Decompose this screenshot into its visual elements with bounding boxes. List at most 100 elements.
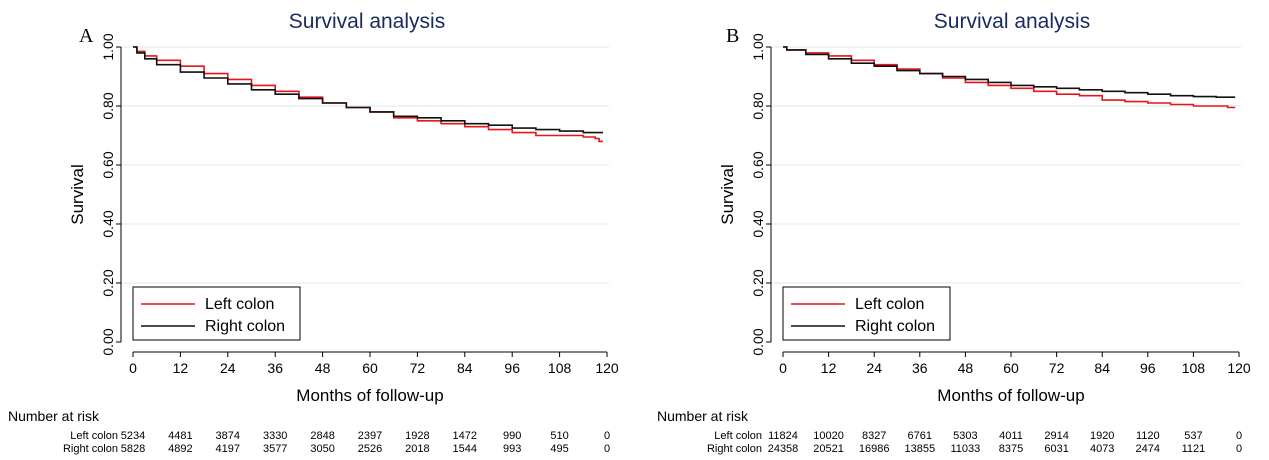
risk-cell: 4197 — [216, 443, 240, 455]
risk-cell: 8327 — [862, 430, 886, 442]
x-tick-label: 84 — [1094, 360, 1110, 376]
x-tick-label: 0 — [779, 360, 787, 376]
chart-title: Survival analysis — [934, 10, 1090, 33]
x-tick-label: 60 — [362, 360, 378, 376]
risk-cell: 10020 — [813, 430, 844, 442]
risk-cell: 990 — [503, 430, 521, 442]
x-tick-label: 84 — [457, 360, 473, 376]
y-tick-label: 0.00 — [100, 328, 116, 355]
x-tick-label: 96 — [504, 360, 520, 376]
x-tick-label: 24 — [866, 360, 882, 376]
risk-cell: 4892 — [168, 443, 192, 455]
risk-cell: 1121 — [1182, 443, 1206, 455]
risk-cell: 3577 — [263, 443, 287, 455]
risk-cell: 4073 — [1090, 443, 1114, 455]
risk-cell: 11033 — [951, 443, 981, 455]
risk-cell: 0 — [604, 430, 610, 442]
x-tick-label: 48 — [958, 360, 974, 376]
y-tick-label: 0.20 — [750, 269, 766, 296]
y-tick-label: 0.40 — [100, 210, 116, 237]
legend-label: Left colon — [855, 296, 924, 313]
risk-table-header: Number at risk — [657, 408, 749, 424]
risk-cell: 13855 — [905, 443, 936, 455]
y-axis-label: Survival — [718, 164, 737, 224]
risk-cell: 0 — [604, 443, 610, 455]
risk-cell: 20521 — [813, 443, 844, 455]
x-tick-label: 12 — [821, 360, 837, 376]
y-tick-label: 0.80 — [100, 92, 116, 119]
series-line-left-colon — [783, 46, 1236, 109]
risk-cell: 510 — [550, 430, 568, 442]
x-tick-label: 60 — [1003, 360, 1019, 376]
x-tick-label: 96 — [1140, 360, 1156, 376]
x-tick-label: 108 — [1182, 360, 1206, 376]
risk-cell: 495 — [550, 443, 568, 455]
x-tick-label: 72 — [1049, 360, 1065, 376]
x-tick-label: 48 — [315, 360, 331, 376]
legend-label: Left colon — [205, 296, 274, 313]
panel-letter: A — [79, 25, 94, 47]
risk-cell: 1472 — [453, 430, 477, 442]
risk-cell: 1928 — [405, 430, 429, 442]
series-line-right-colon — [783, 46, 1236, 98]
chart-panel-b: Survival analysis B 0.00 0.20 0.40 0.60 0.80 1.… — [657, 10, 1251, 455]
y-tick-label: 1.00 — [100, 33, 116, 60]
risk-row-label: Right colon — [707, 443, 762, 455]
x-tick-label: 36 — [267, 360, 283, 376]
risk-cell: 0 — [1236, 443, 1242, 455]
risk-cell: 24358 — [768, 443, 799, 455]
risk-cell: 4481 — [168, 430, 192, 442]
y-tick-label: 1.00 — [750, 33, 766, 60]
risk-cell: 2474 — [1136, 443, 1160, 455]
risk-cell: 8375 — [999, 443, 1023, 455]
risk-cell: 2914 — [1044, 430, 1068, 442]
y-tick-label: 0.60 — [750, 151, 766, 178]
risk-cell: 1920 — [1090, 430, 1114, 442]
risk-cell: 1120 — [1136, 430, 1160, 442]
risk-cell: 5828 — [121, 443, 145, 455]
x-tick-label: 12 — [173, 360, 189, 376]
legend: Left colon Right colon — [132, 286, 301, 341]
x-tick-label: 24 — [220, 360, 236, 376]
y-tick-label: 0.40 — [750, 210, 766, 237]
x-tick-label: 108 — [548, 360, 572, 376]
x-tick-label: 72 — [410, 360, 426, 376]
risk-cell: 5303 — [953, 430, 977, 442]
y-tick-label: 0.80 — [750, 92, 766, 119]
x-tick-label: 36 — [912, 360, 928, 376]
x-tick-label: 0 — [129, 360, 137, 376]
risk-cell: 2526 — [358, 443, 382, 455]
y-tick-label: 0.00 — [750, 328, 766, 355]
risk-row-label: Right colon — [63, 443, 118, 455]
risk-cell: 4011 — [999, 430, 1023, 442]
risk-cell: 537 — [1184, 430, 1202, 442]
chart-panel-a: Survival analysis A 0.00 0.20 0.40 0.60 0.80 1.… — [8, 10, 619, 455]
risk-cell: 5234 — [121, 430, 145, 442]
panel-letter: B — [726, 25, 739, 47]
risk-cell: 6761 — [908, 430, 932, 442]
x-tick-label: 120 — [595, 360, 619, 376]
risk-cell: 993 — [503, 443, 521, 455]
risk-cell: 0 — [1236, 430, 1242, 442]
legend-label: Right colon — [205, 318, 285, 335]
x-axis-label: Months of follow-up — [296, 386, 443, 405]
risk-table-header: Number at risk — [8, 408, 100, 424]
series-line-left-colon — [133, 46, 603, 143]
legend-label: Right colon — [855, 318, 935, 335]
x-axis-label: Months of follow-up — [937, 386, 1084, 405]
series-line-right-colon — [133, 46, 603, 134]
risk-row-label: Left colon — [70, 430, 118, 442]
risk-cell: 2397 — [358, 430, 382, 442]
risk-cell: 11824 — [768, 430, 798, 442]
legend: Left colon Right colon — [782, 286, 951, 341]
risk-cell: 3874 — [216, 430, 240, 442]
risk-cell: 16986 — [859, 443, 890, 455]
chart-title: Survival analysis — [289, 10, 445, 33]
legend-box — [132, 286, 301, 341]
legend-box — [782, 286, 951, 341]
y-tick-label: 0.20 — [100, 269, 116, 296]
risk-cell: 1544 — [453, 443, 477, 455]
y-tick-label: 0.60 — [100, 151, 116, 178]
risk-row-label: Left colon — [714, 430, 762, 442]
